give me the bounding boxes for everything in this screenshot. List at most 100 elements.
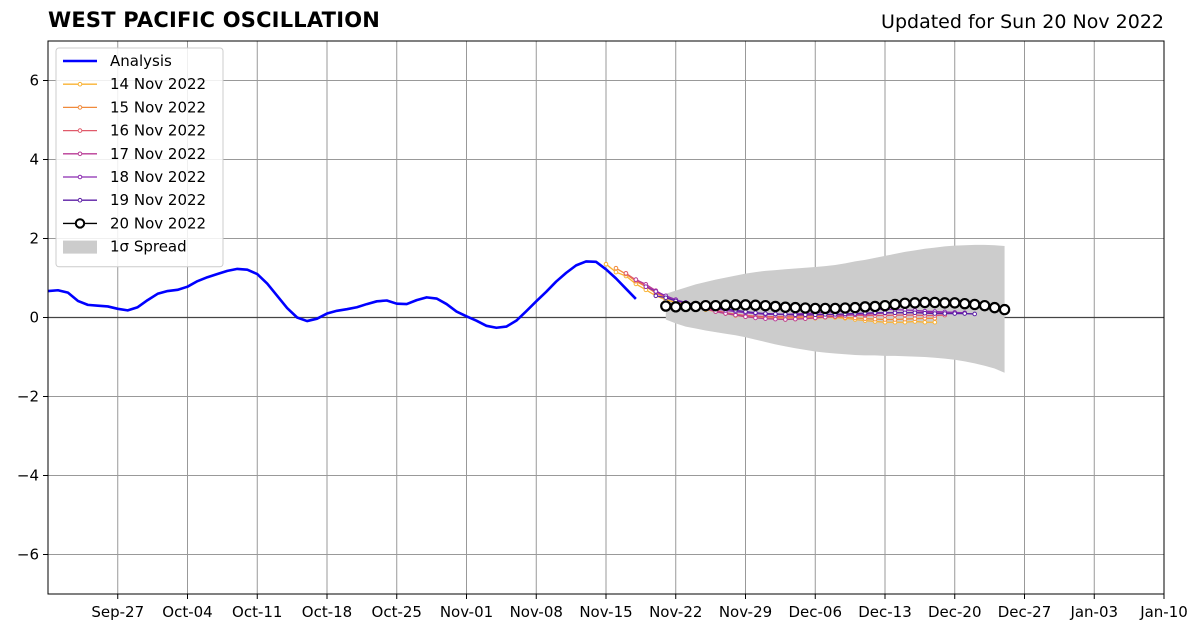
legend-marker [77,197,83,203]
data-point [922,310,928,316]
data-point [939,297,951,309]
data-point [643,284,649,289]
data-point [773,316,778,322]
chart-title: WEST PACIFIC OSCILLATION [48,8,381,32]
data-point [663,295,669,301]
data-point [793,312,798,318]
legend-marker [77,174,83,180]
data-point [729,299,742,311]
data-point [902,310,908,316]
legend-label: 17 Nov 2022 [110,145,206,163]
x-tick-label: Jan-03 [1069,603,1118,621]
data-point [902,316,908,322]
data-point [968,298,981,311]
data-point [859,301,871,313]
y-tick-label: 4 [29,151,39,169]
data-point [753,315,758,321]
data-point [919,296,931,309]
data-point [892,317,898,322]
data-point [849,301,861,314]
x-tick-label: Jan-10 [1139,603,1188,621]
legend-item: 20 Nov 2022 [63,214,206,232]
data-point [603,261,609,267]
data-point [998,303,1011,316]
data-point [759,299,772,312]
updated-date: Updated for Sun 20 Nov 2022 [881,11,1164,33]
y-tick-label: 0 [29,309,39,327]
legend-item: Analysis [63,52,172,70]
legend-label: 1σ Spread [110,238,187,256]
x-tick-label: Oct-25 [372,603,422,621]
legend-marker [77,105,83,110]
legend-item: 19 Nov 2022 [63,191,206,209]
data-point [773,311,778,317]
legend-swatch [63,240,97,254]
y-tick-label: −6 [17,546,39,564]
data-point [978,299,991,312]
data-point [789,301,802,314]
data-point [660,300,672,312]
data-point [689,300,702,313]
legend-label: 19 Nov 2022 [110,191,206,209]
y-tick-label: 6 [29,72,39,90]
data-point [942,311,948,316]
x-tick-label: Oct-18 [302,603,352,621]
x-tick-label: Nov-15 [579,603,632,621]
legend-box [55,47,224,268]
x-tick-label: Dec-13 [858,603,912,621]
legend-label: 16 Nov 2022 [110,122,206,140]
data-point [653,289,659,294]
data-point [922,319,928,325]
data-point [962,311,968,316]
x-tick-label: Nov-29 [719,603,772,621]
data-point [743,314,748,320]
legend-label: 20 Nov 2022 [110,214,206,232]
data-point [869,300,881,313]
legend-label: 18 Nov 2022 [110,168,206,186]
x-tick-label: Oct-11 [232,603,282,621]
y-tick-label: −4 [17,467,39,485]
data-point [769,300,782,313]
y-tick-label: 2 [29,230,39,248]
data-point [670,301,682,313]
data-point [719,299,732,311]
data-point [749,299,762,311]
data-point [763,311,768,316]
series-20-nov-2022 [660,296,1011,316]
data-point [653,293,659,299]
data-point [709,299,722,312]
legend-item: 15 Nov 2022 [63,98,206,116]
legend: Analysis 14 Nov 2022 15 Nov 2022 16 Nov 202… [55,47,224,268]
legend-label: 14 Nov 2022 [110,75,206,93]
y-tick-label: −2 [17,388,39,406]
x-tick-label: Nov-22 [649,603,702,621]
data-point [952,311,958,316]
x-tick-label: Dec-27 [998,603,1052,621]
legend-label: 15 Nov 2022 [110,98,206,116]
data-point [680,300,692,313]
data-point [932,319,938,325]
data-point [929,296,941,309]
data-point [793,316,798,322]
data-point [799,302,811,314]
data-point [912,310,918,316]
series-lines [47,260,1011,330]
data-point [882,310,888,316]
x-tick-label: Sep-27 [91,603,144,621]
series-line [47,260,637,330]
data-point [783,312,788,317]
data-point [802,316,808,321]
data-point [779,301,792,313]
legend-item: 17 Nov 2022 [63,145,206,163]
legend-item: 14 Nov 2022 [63,75,206,93]
series-analysis [47,260,637,330]
data-point [988,301,1001,314]
legend-item: 16 Nov 2022 [63,122,206,140]
legend-marker [77,151,83,157]
data-point [829,302,841,315]
data-point [889,298,901,311]
data-point [699,299,712,312]
data-point [972,311,977,317]
data-point [879,299,891,312]
